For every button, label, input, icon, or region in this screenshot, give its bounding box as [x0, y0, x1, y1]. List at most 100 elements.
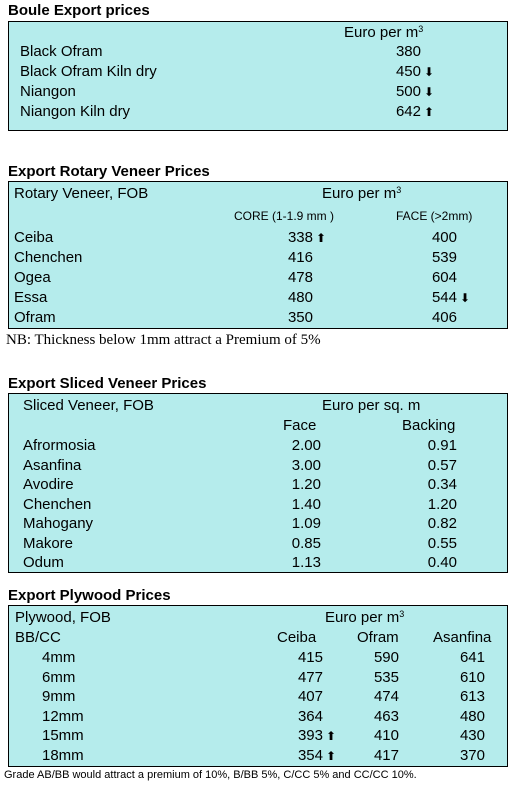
- rotary-row-name: Chenchen: [14, 249, 83, 266]
- plywood-row-asanfina: 610: [459, 668, 485, 686]
- rotary-row-name: Ofram: [14, 309, 56, 326]
- boule-row-value: 450: [395, 63, 421, 80]
- plywood-row-asanfina: 613: [459, 688, 485, 705]
- plywood-row-ofram: 463: [373, 707, 399, 725]
- rotary-row-face: 406: [431, 309, 457, 326]
- plywood-col-asanfina: Asanfina: [433, 629, 492, 646]
- sliced-row-face: 1.09: [291, 515, 321, 532]
- rotary-row-name: Ogea: [14, 269, 51, 286]
- sliced-row-backing: 0.55: [427, 534, 457, 552]
- sliced-row-name: Chenchen: [23, 495, 92, 513]
- boule-row-name: Niangon: [20, 83, 76, 100]
- plywood-row-asanfina: 370: [459, 746, 485, 764]
- rotary-row-core: 478: [287, 269, 313, 286]
- rotary-note: NB: Thickness below 1mm attract a Premiu…: [6, 332, 321, 348]
- sliced-row-name: Avodire: [23, 476, 74, 493]
- plywood-row-ceiba: 415: [297, 649, 323, 666]
- sliced-row-name: Asanfina: [23, 456, 82, 474]
- plywood-row-ceiba: 364: [297, 707, 323, 725]
- sliced-header-label: Sliced Veneer, FOB: [23, 397, 154, 414]
- sliced-row-face: 1.20: [291, 476, 321, 493]
- boule-table: Euro per m3 Black Ofram 380 Black Ofram Ki…: [8, 21, 508, 131]
- plywood-row-size: 9mm: [42, 688, 76, 705]
- rotary-row-core: 416: [287, 249, 313, 266]
- plywood-row-size: 15mm: [42, 727, 84, 744]
- plywood-col-ofram: Ofram: [357, 629, 399, 646]
- rotary-row-core: 338: [287, 229, 313, 246]
- arrow-down-icon: ⬇: [424, 65, 435, 79]
- sliced-row-backing: 0.57: [427, 456, 457, 474]
- sliced-row-backing: 0.34: [427, 476, 457, 493]
- boule-unit: Euro per m: [344, 24, 419, 41]
- plywood-row-asanfina: 641: [459, 649, 485, 666]
- plywood-col-ceiba: Ceiba: [277, 629, 317, 646]
- plywood-row-ceiba: 393: [297, 727, 323, 744]
- plywood-row-ceiba: 477: [297, 668, 323, 686]
- rotary-row-core: 480: [287, 289, 313, 306]
- rotary-col-face: FACE (>2mm): [396, 209, 473, 223]
- rotary-title: Export Rotary Veneer Prices: [8, 163, 210, 180]
- plywood-row-ofram: 474: [373, 688, 399, 705]
- sliced-row-face: 1.40: [291, 495, 321, 513]
- boule-unit-sup: 3: [418, 24, 424, 34]
- plywood-header-label: Plywood, FOB: [15, 609, 111, 626]
- plywood-row-size: 6mm: [42, 668, 76, 686]
- rotary-header-label: Rotary Veneer, FOB: [14, 185, 149, 202]
- rotary-unit-header: Euro per m3: [322, 185, 401, 202]
- plywood-table: Plywood, FOB Euro per m3 BB/CC Ceiba Ofr…: [8, 605, 508, 767]
- plywood-row-ofram: 410: [373, 727, 399, 744]
- rotary-unit-sup: 3: [396, 185, 402, 195]
- rotary-unit: Euro per m: [322, 185, 397, 202]
- sliced-row-backing: 1.20: [427, 495, 457, 513]
- plywood-unit-sup: 3: [399, 609, 405, 619]
- sliced-row-backing: 0.82: [427, 515, 457, 532]
- sliced-row-face: 0.85: [291, 534, 321, 552]
- sliced-row-backing: 0.40: [427, 554, 457, 571]
- sliced-row-name: Mahogany: [23, 515, 94, 532]
- plywood-row-size: 12mm: [42, 707, 84, 725]
- plywood-row-ofram: 417: [373, 746, 399, 764]
- sliced-row-backing: 0.91: [427, 437, 457, 454]
- sliced-row-name: Makore: [23, 534, 74, 552]
- rotary-table: Rotary Veneer, FOB Euro per m3 CORE (1-1…: [8, 181, 508, 329]
- plywood-unit-header: Euro per m3: [325, 609, 404, 626]
- rotary-row-face: 539: [431, 249, 457, 266]
- sliced-row-face: 2.00: [291, 437, 321, 454]
- plywood-row-ceiba: 407: [297, 688, 323, 705]
- boule-row-value: 500: [395, 83, 421, 100]
- sliced-row-name: Afrormosia: [23, 437, 96, 454]
- rotary-row-name: Essa: [14, 289, 48, 306]
- arrow-down-icon: ⬇: [460, 291, 471, 305]
- sliced-col-face: Face: [283, 417, 317, 434]
- plywood-row-size: 18mm: [42, 746, 84, 764]
- plywood-grade: BB/CC: [15, 629, 61, 646]
- plywood-row-ceiba: 354: [297, 746, 323, 764]
- rotary-row-face: 544: [431, 289, 457, 306]
- plywood-row-asanfina: 480: [459, 707, 485, 725]
- plywood-row-size: 4mm: [42, 649, 76, 666]
- boule-row-name: Black Ofram: [20, 43, 103, 60]
- plywood-unit: Euro per m: [325, 609, 400, 626]
- plywood-note: Grade AB/BB would attract a premium of 1…: [4, 769, 417, 781]
- sliced-col-backing: Backing: [402, 417, 456, 434]
- sliced-row-face: 3.00: [291, 456, 321, 474]
- rotary-row-core: 350: [287, 309, 313, 326]
- sliced-row-face: 1.13: [291, 554, 321, 571]
- plywood-row-asanfina: 430: [459, 727, 485, 744]
- arrow-up-icon: ⬆: [326, 748, 337, 763]
- rotary-col-core: CORE (1-1.9 mm ): [234, 209, 335, 223]
- rotary-row-name: Ceiba: [14, 229, 54, 246]
- arrow-up-icon: ⬆: [424, 105, 435, 119]
- boule-row-value: 642: [395, 103, 421, 120]
- boule-title: Boule Export prices: [8, 2, 150, 19]
- sliced-title: Export Sliced Veneer Prices: [8, 375, 207, 392]
- boule-row-name: Black Ofram Kiln dry: [20, 63, 157, 80]
- plywood-title: Export Plywood Prices: [8, 587, 171, 604]
- rotary-row-face: 604: [431, 269, 457, 286]
- arrow-up-icon: ⬆: [316, 231, 327, 245]
- boule-unit-header: Euro per m3: [344, 24, 423, 41]
- sliced-table: Sliced Veneer, FOB Euro per sq. m Face B…: [8, 393, 508, 573]
- sliced-unit: Euro per sq. m: [322, 397, 421, 414]
- rotary-row-face: 400: [431, 229, 457, 246]
- arrow-up-icon: ⬆: [326, 729, 337, 743]
